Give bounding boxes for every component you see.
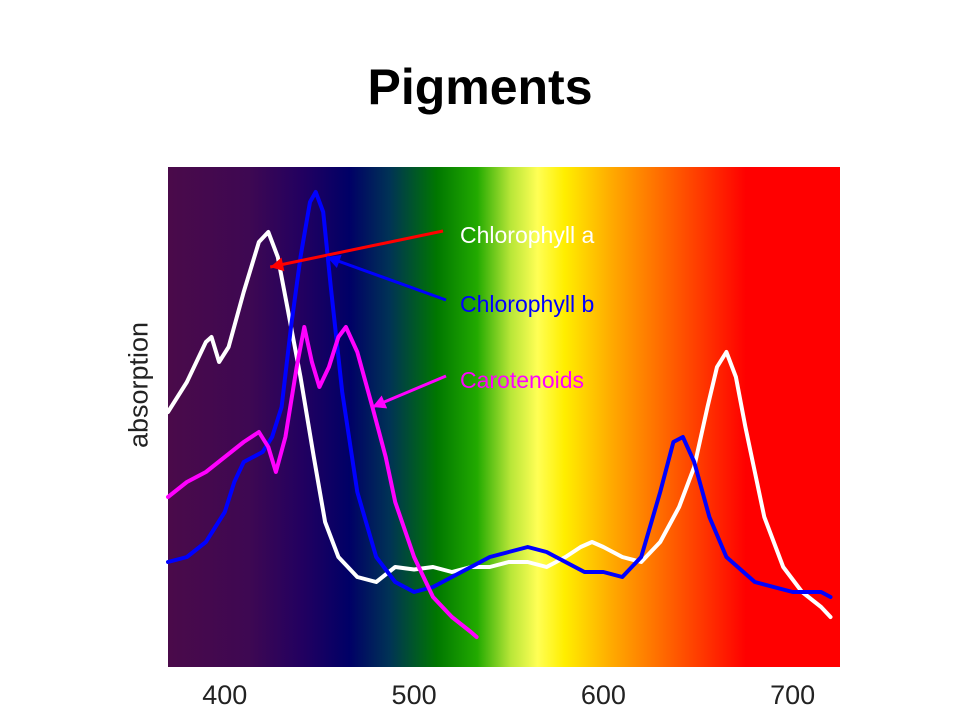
legend-arrow-line-chlorophyll-a bbox=[269, 229, 444, 269]
legend-label-chlorophyll-b: Chlorophyll b bbox=[460, 291, 594, 317]
page-title: Pigments bbox=[367, 59, 593, 115]
legend-arrowhead-chlorophyll-a bbox=[270, 257, 285, 272]
x-tick-label: 600 bbox=[581, 680, 626, 710]
series-line-chlorophyll-a bbox=[166, 230, 833, 619]
legend-label-chlorophyll-a: Chlorophyll a bbox=[460, 222, 594, 248]
legend-arrow-line-carotenoids bbox=[371, 374, 447, 409]
series-line-chlorophyll-b bbox=[166, 190, 833, 599]
x-tick-label: 500 bbox=[392, 680, 437, 710]
x-tick-label: 400 bbox=[202, 680, 247, 710]
legend-arrowhead-chlorophyll-b bbox=[327, 254, 342, 269]
legend-arrow-line-chlorophyll-b bbox=[326, 255, 447, 302]
series-line-carotenoids bbox=[166, 325, 479, 639]
legend-arrowhead-carotenoids bbox=[372, 395, 388, 409]
x-tick-label: 700 bbox=[770, 680, 815, 710]
legend-label-carotenoids: Carotenoids bbox=[460, 367, 584, 393]
